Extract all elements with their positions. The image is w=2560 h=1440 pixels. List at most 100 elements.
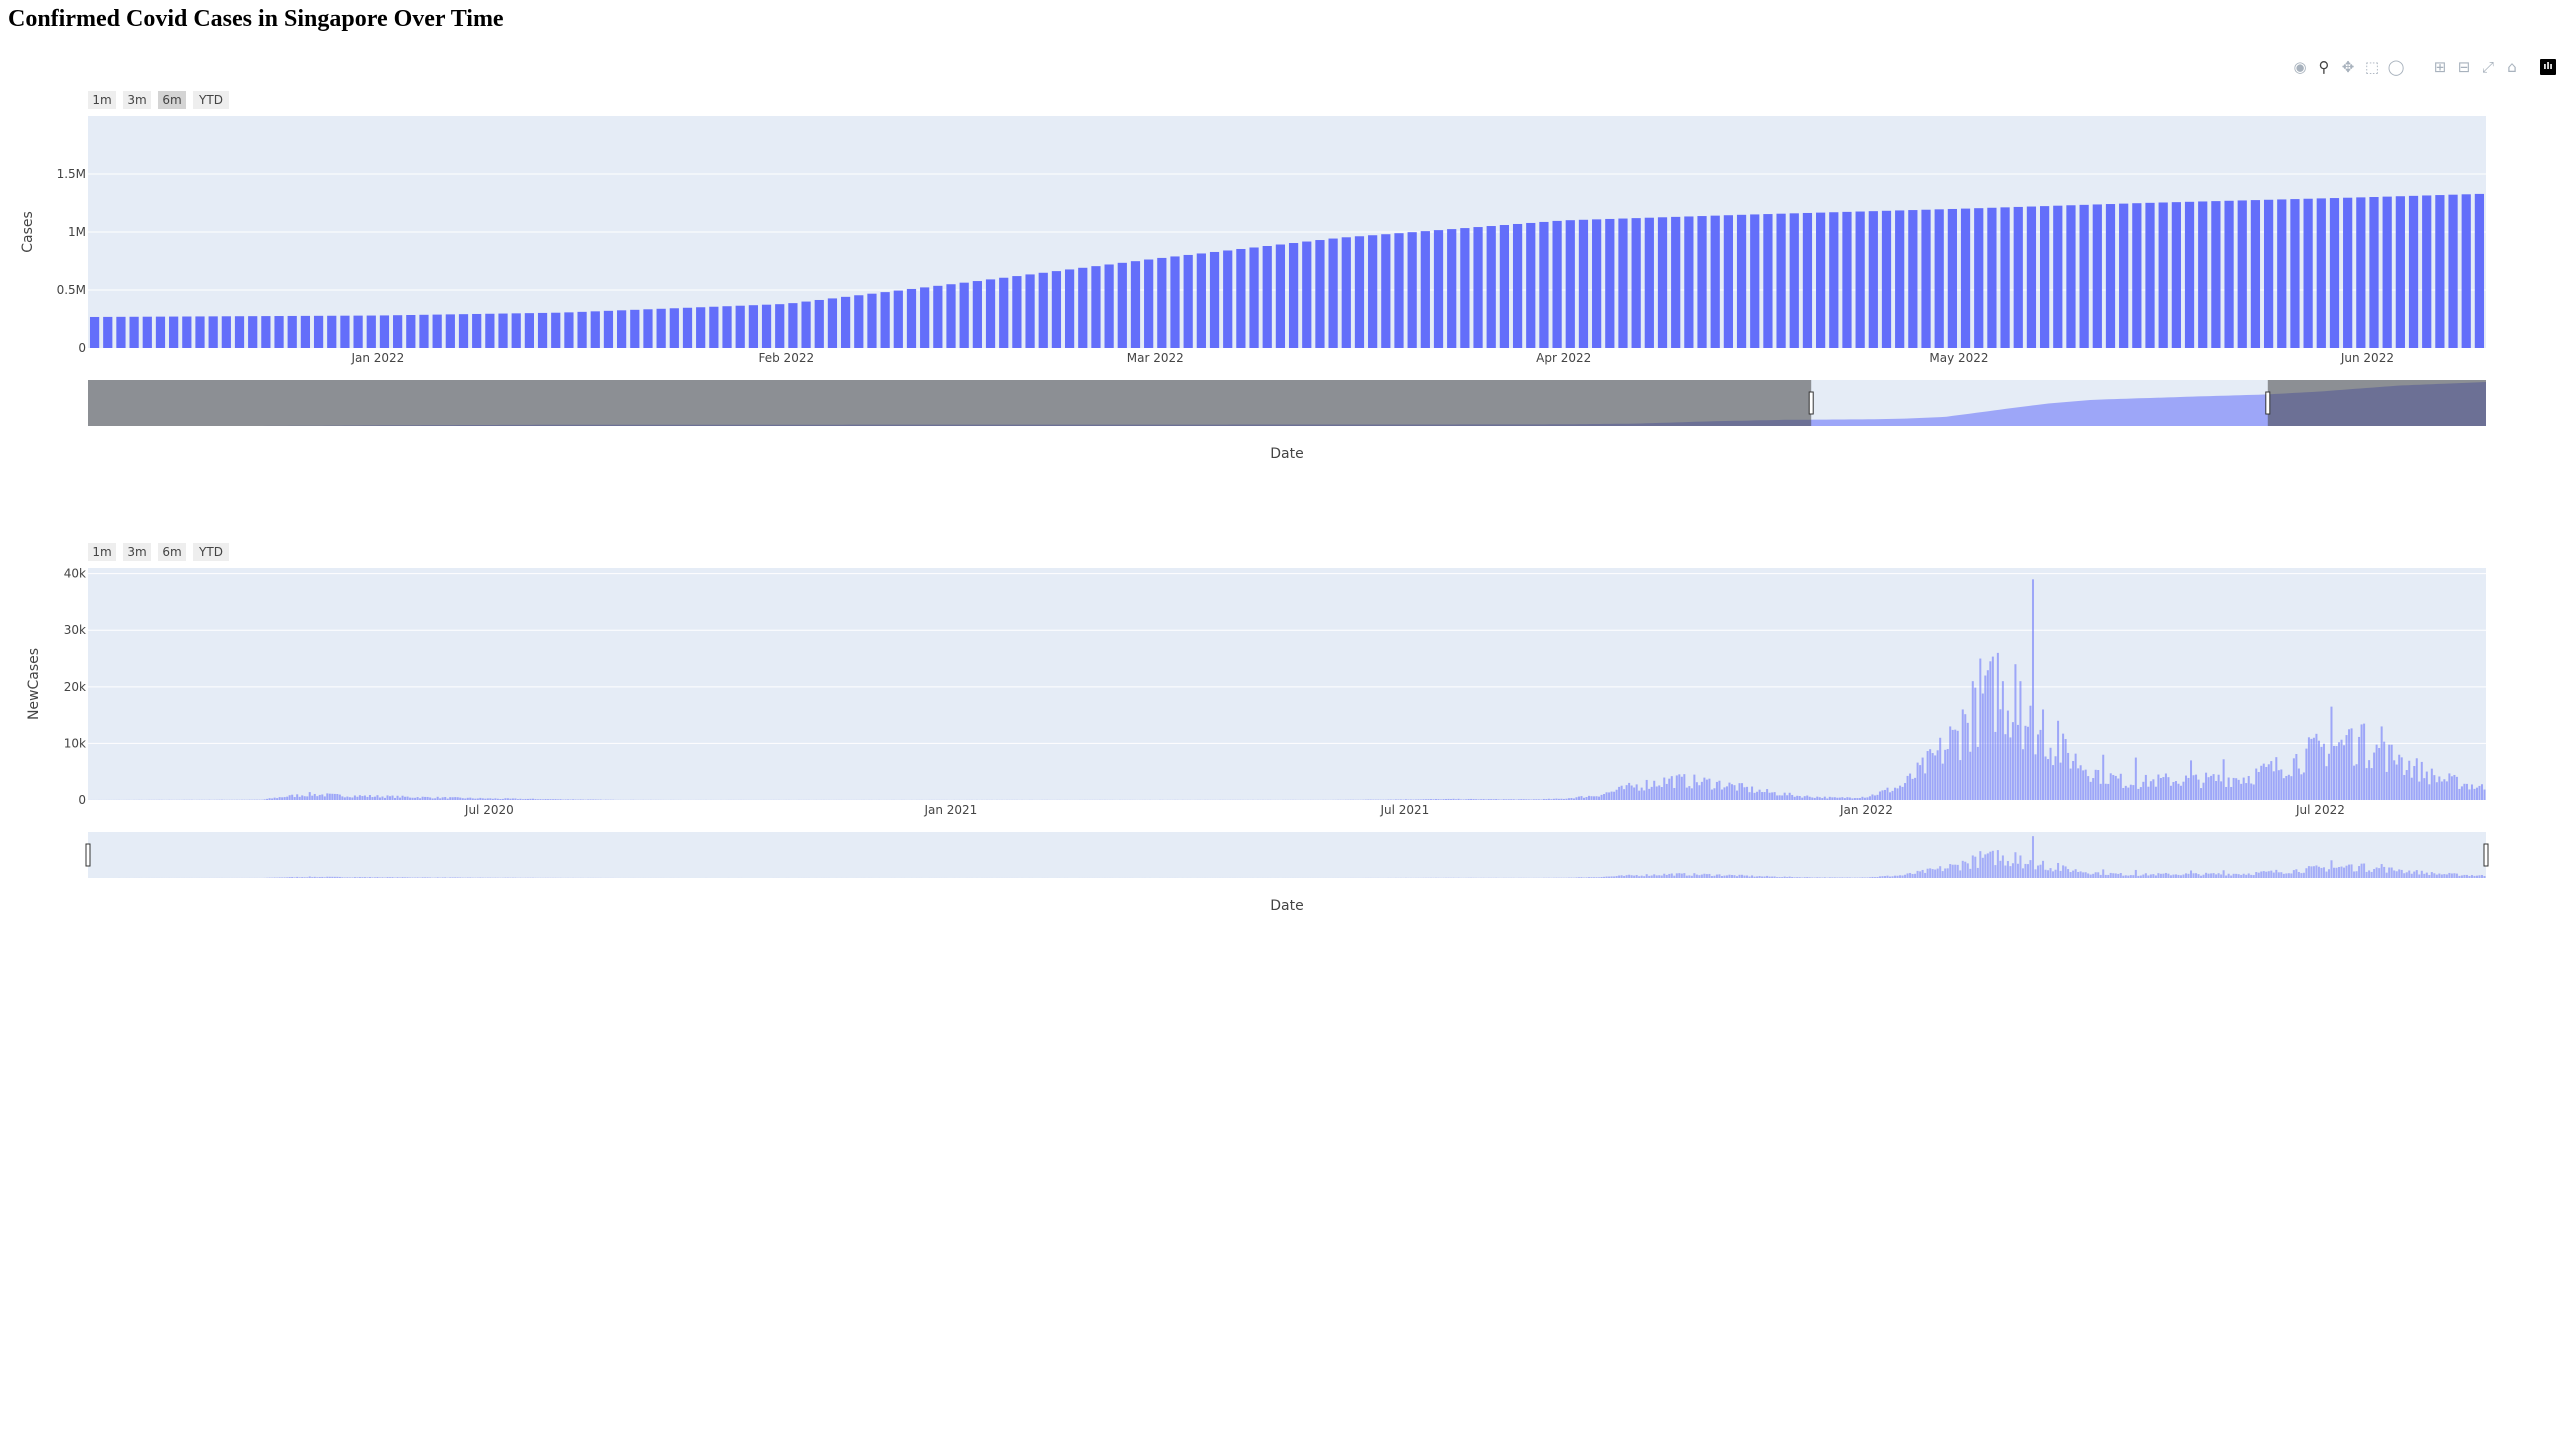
bar[interactable]	[2382, 196, 2392, 348]
bar[interactable]	[735, 305, 745, 348]
bar[interactable]	[1447, 798, 1450, 800]
bar[interactable]	[549, 799, 552, 800]
bar[interactable]	[761, 304, 772, 348]
bar[interactable]	[2142, 781, 2145, 800]
bar[interactable]	[1843, 798, 1846, 800]
bar[interactable]	[1419, 799, 1422, 801]
bar[interactable]	[116, 316, 126, 348]
bar[interactable]	[521, 799, 524, 800]
bar[interactable]	[1750, 214, 1760, 348]
bar[interactable]	[1598, 796, 1601, 800]
bar[interactable]	[1275, 244, 1286, 348]
bar[interactable]	[2192, 775, 2195, 800]
bar[interactable]	[1730, 784, 1733, 800]
bar[interactable]	[2053, 205, 2063, 348]
bar[interactable]	[2217, 774, 2220, 800]
bar[interactable]	[2474, 193, 2485, 348]
bar[interactable]	[2405, 770, 2408, 800]
bar[interactable]	[2300, 774, 2303, 800]
bar[interactable]	[2225, 786, 2228, 800]
bar[interactable]	[524, 313, 534, 348]
bar[interactable]	[1710, 215, 1720, 348]
bar[interactable]	[2383, 741, 2386, 800]
bar[interactable]	[1482, 799, 1485, 800]
bar[interactable]	[2453, 774, 2456, 800]
bar[interactable]	[1603, 794, 1606, 800]
bar[interactable]	[1899, 785, 1902, 800]
bar[interactable]	[426, 796, 429, 800]
bar[interactable]	[458, 314, 469, 348]
bar[interactable]	[343, 797, 346, 800]
bar[interactable]	[2149, 781, 2152, 800]
bar[interactable]	[1861, 796, 1864, 800]
bar[interactable]	[484, 798, 487, 800]
bar[interactable]	[2478, 785, 2481, 800]
bar[interactable]	[2277, 199, 2287, 348]
bar[interactable]	[2026, 206, 2037, 348]
range-button-6m[interactable]: 6m	[158, 91, 186, 109]
bar[interactable]	[511, 313, 521, 348]
bar[interactable]	[2285, 775, 2288, 800]
bar[interactable]	[567, 799, 570, 800]
bar[interactable]	[1341, 237, 1351, 348]
bar[interactable]	[1951, 729, 1954, 800]
bar[interactable]	[1763, 214, 1773, 348]
bar[interactable]	[489, 798, 492, 800]
box-select-icon[interactable]: ⬚	[2364, 58, 2380, 76]
bar[interactable]	[2067, 752, 2070, 800]
bar[interactable]	[2047, 759, 2050, 800]
bar[interactable]	[590, 311, 600, 348]
bar[interactable]	[1315, 240, 1325, 348]
bar[interactable]	[2458, 788, 2461, 800]
bar[interactable]	[419, 798, 422, 800]
bar[interactable]	[906, 288, 917, 348]
bar[interactable]	[313, 793, 316, 800]
bar[interactable]	[2410, 777, 2413, 800]
bar[interactable]	[271, 798, 274, 800]
bar[interactable]	[2420, 761, 2423, 800]
bar[interactable]	[1635, 784, 1638, 800]
bar[interactable]	[2109, 773, 2112, 800]
bar[interactable]	[399, 797, 402, 800]
bar[interactable]	[2440, 781, 2443, 801]
bar[interactable]	[2177, 783, 2180, 800]
bar[interactable]	[1791, 794, 1794, 800]
bar[interactable]	[1708, 778, 1711, 800]
bar[interactable]	[2310, 738, 2313, 800]
bar[interactable]	[1655, 786, 1658, 800]
bar[interactable]	[2066, 205, 2076, 348]
bar[interactable]	[445, 314, 455, 348]
bar[interactable]	[2320, 746, 2323, 800]
bar[interactable]	[1926, 751, 1929, 800]
bar[interactable]	[1527, 799, 1530, 800]
bar[interactable]	[336, 794, 339, 800]
bar[interactable]	[1565, 798, 1568, 800]
bar[interactable]	[456, 797, 459, 800]
bar[interactable]	[1117, 262, 1127, 348]
bar[interactable]	[321, 794, 324, 800]
bar[interactable]	[504, 798, 507, 800]
bar[interactable]	[1856, 798, 1859, 800]
bar[interactable]	[1399, 799, 1402, 800]
bar[interactable]	[2094, 769, 2097, 800]
bar[interactable]	[1889, 792, 1892, 800]
bar[interactable]	[2157, 774, 2160, 800]
bar[interactable]	[2119, 773, 2122, 800]
bar[interactable]	[1693, 774, 1696, 800]
bar[interactable]	[409, 797, 412, 800]
bar[interactable]	[2167, 777, 2170, 800]
bar[interactable]	[2418, 781, 2421, 800]
bar[interactable]	[1512, 799, 1515, 800]
bar[interactable]	[1560, 798, 1563, 800]
bar[interactable]	[814, 299, 824, 348]
bar[interactable]	[2212, 774, 2215, 800]
bar[interactable]	[554, 799, 557, 800]
bar[interactable]	[2129, 784, 2132, 800]
bar[interactable]	[1288, 243, 1299, 348]
bar[interactable]	[1545, 799, 1548, 800]
bar[interactable]	[1836, 797, 1839, 800]
bar[interactable]	[1507, 799, 1510, 800]
bar[interactable]	[1736, 790, 1739, 800]
bar[interactable]	[169, 316, 179, 348]
bar[interactable]	[526, 798, 529, 800]
